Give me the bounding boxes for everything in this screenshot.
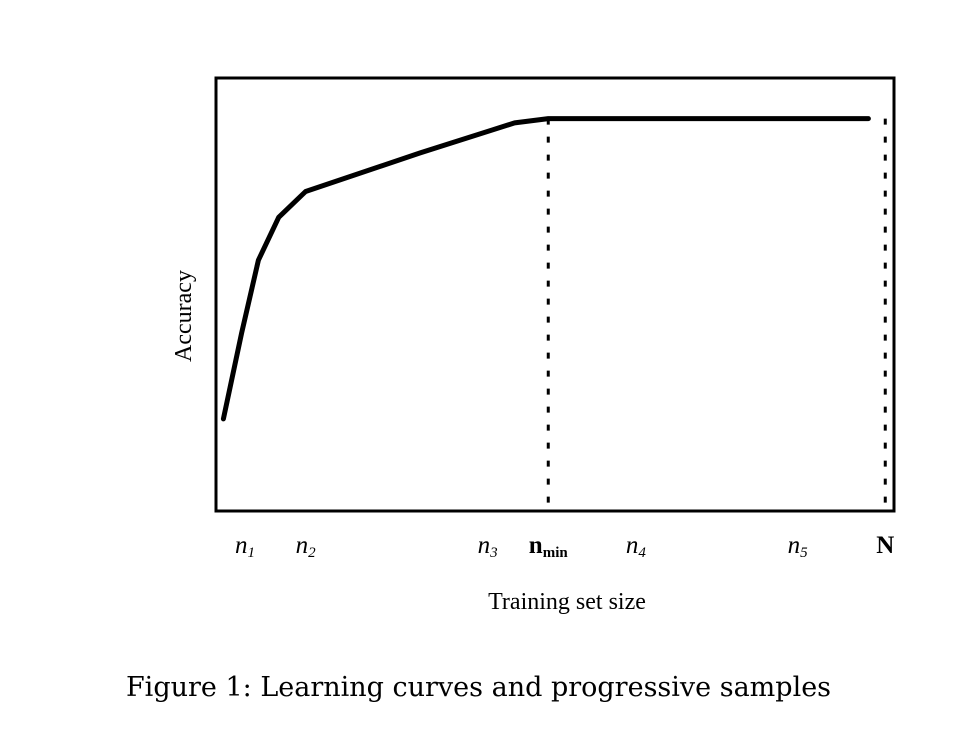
x-tick-label-6: N	[876, 532, 894, 559]
x-tick-label-3: nmin	[529, 532, 569, 561]
x-tick-labels: n1 n2 n3 nmin n4 n5 N	[235, 532, 894, 561]
x-tick-label-1: n2	[296, 532, 317, 561]
plot-frame	[214, 76, 896, 513]
x-axis-title: Training set size	[488, 589, 646, 615]
x-tick-label-5: n5	[788, 532, 809, 561]
x-tick-label-2: n3	[478, 532, 498, 561]
accuracy-curve	[220, 116, 871, 422]
y-axis-title: Accuracy	[171, 270, 197, 362]
x-tick-label-4: n4	[626, 532, 647, 561]
reference-lines	[546, 118, 887, 509]
figure-caption: Figure 1: Learning curves and progressiv…	[125, 672, 832, 703]
x-tick-label-0: n1	[235, 532, 255, 561]
